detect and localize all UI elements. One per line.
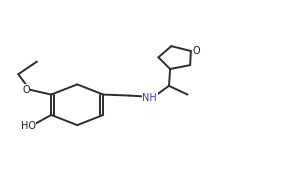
Text: O: O	[192, 46, 200, 56]
Text: NH: NH	[142, 93, 157, 103]
Text: O: O	[22, 85, 30, 95]
Text: HO: HO	[21, 121, 36, 131]
